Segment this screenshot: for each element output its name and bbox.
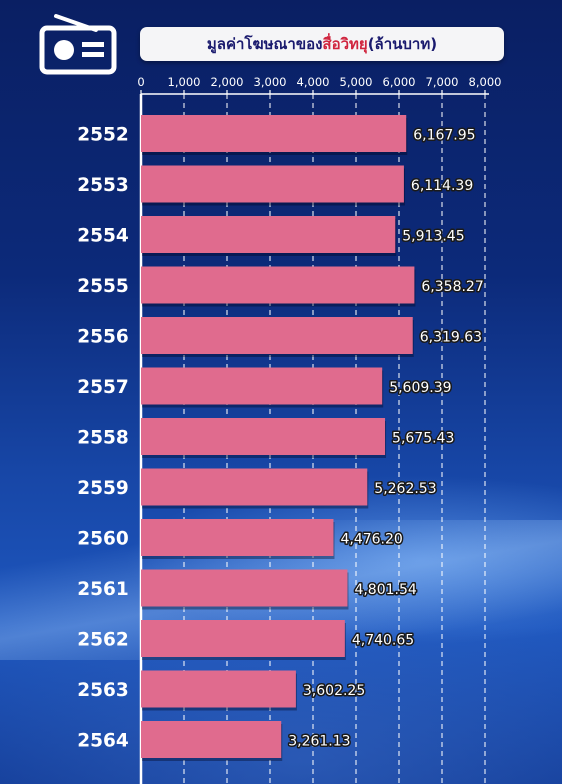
bar	[141, 519, 334, 556]
data-label: 6,114.39	[411, 178, 473, 194]
bar	[141, 569, 348, 607]
x-tick-label: 5,000	[340, 75, 373, 89]
bar	[141, 216, 396, 253]
category-label: 2555	[77, 276, 129, 297]
x-tick-label: 1,000	[168, 75, 201, 89]
title-suffix: (ล้านบาท)	[367, 35, 438, 53]
bar	[141, 721, 282, 758]
data-label: 4,740.65	[352, 633, 414, 649]
category-label: 2556	[77, 327, 129, 348]
x-tick-label: 0	[137, 75, 144, 89]
x-tick-label: 2,000	[211, 75, 244, 89]
x-tick-label: 6,000	[383, 75, 416, 89]
category-label: 2559	[77, 478, 129, 499]
bar	[141, 670, 296, 708]
data-label: 3,261.13	[288, 734, 350, 750]
bar	[141, 468, 368, 506]
data-label: 5,675.43	[392, 431, 454, 447]
data-label: 4,476.20	[340, 532, 402, 548]
bar	[141, 165, 404, 203]
data-label: 5,609.39	[389, 380, 451, 396]
data-label: 3,602.25	[303, 683, 365, 699]
bar	[141, 418, 386, 455]
category-label: 2554	[77, 226, 129, 247]
x-tick-label: 8,000	[469, 75, 502, 89]
bar	[141, 317, 413, 354]
bar	[141, 367, 383, 405]
data-label: 5,262.53	[374, 481, 436, 497]
radio-icon	[39, 14, 117, 75]
bar	[141, 620, 345, 657]
data-label: 6,358.27	[421, 279, 483, 295]
category-label: 2560	[77, 529, 129, 550]
category-label: 2557	[77, 377, 129, 398]
data-label: 4,801.54	[354, 582, 416, 598]
bar	[141, 115, 407, 152]
category-label: 2564	[77, 731, 129, 752]
data-label: 6,319.63	[420, 330, 482, 346]
category-label: 2562	[77, 630, 129, 651]
data-label: 6,167.95	[413, 128, 475, 144]
category-label: 2553	[77, 175, 129, 196]
x-tick-label: 4,000	[297, 75, 330, 89]
chart-title: มูลค่าโฆษณาของ สื่อวิทยุ (ล้านบาท)	[140, 27, 504, 61]
x-tick-label: 7,000	[426, 75, 459, 89]
bar	[141, 266, 415, 304]
title-highlight: สื่อวิทยุ	[322, 35, 368, 53]
category-label: 2563	[77, 680, 129, 701]
title-prefix: มูลค่าโฆษณาของ	[206, 35, 323, 53]
category-label: 2552	[77, 125, 129, 146]
x-tick-label: 3,000	[254, 75, 287, 89]
data-label: 5,913.45	[402, 229, 464, 245]
category-label: 2558	[77, 428, 129, 449]
category-label: 2561	[77, 579, 129, 600]
